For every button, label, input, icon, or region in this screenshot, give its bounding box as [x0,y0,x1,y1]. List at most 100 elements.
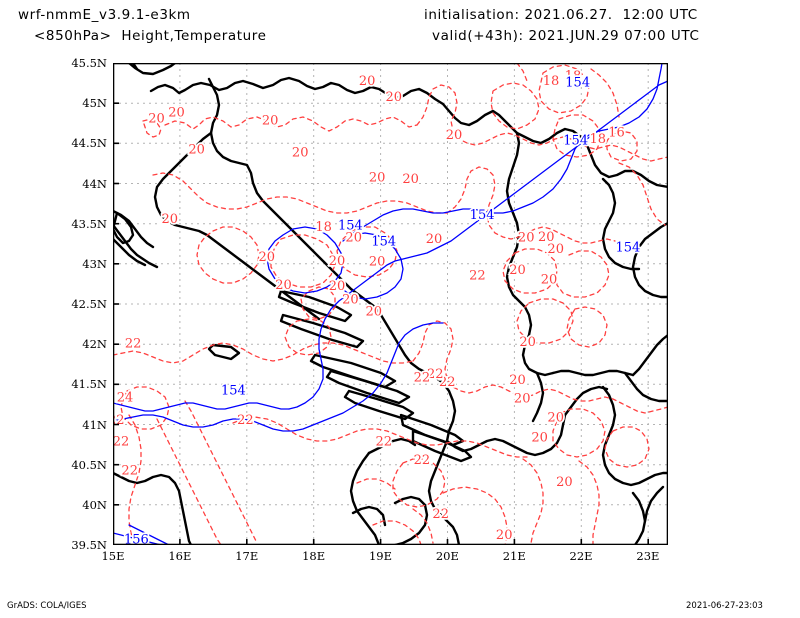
contour-label-halo: 154 [563,133,588,148]
contour-label: 22 [125,337,142,352]
axis-ticks [113,102,650,545]
initialisation-label: initialisation: 2021.06.27. 12:00 UTC [424,7,698,23]
y-tick-label: 40.5N [71,457,107,472]
x-tick-label: 20E [435,549,459,563]
contour-label: 20 [519,335,536,350]
contour-label: 20 [369,255,386,270]
contour-label-halo: 18 [543,74,560,89]
contour-label: 20 [168,105,185,120]
contour-label-halo: 22 [125,337,142,352]
x-tick-label: 19E [368,549,392,563]
contour-label-halo: 20 [329,279,346,294]
contour-label-halo: 24 [117,391,134,406]
y-tick-label: 40N [82,497,107,512]
contour-label: 20 [342,293,359,308]
y-tick-label: 41.5N [71,377,107,392]
contour-label: 20 [402,172,419,187]
contour-label-halo: 22 [414,370,431,385]
contour-label-halo: 20 [531,431,548,446]
contour-label-halo: 20 [148,112,165,127]
contour-label: 22 [376,435,393,450]
contour-label: 22 [113,435,129,450]
contour-label: 20 [369,170,386,185]
contour-label: 20 [426,232,443,247]
model-name-label: wrf-nmmE_v3.9.1-e3km [18,7,191,23]
x-tick-label: 16E [168,549,192,563]
x-tick-label: 21E [502,549,526,563]
contour-label-halo: 20 [262,113,279,128]
contour-label: 20 [329,254,346,269]
contour-label-halo: 20 [547,411,564,426]
contour-label: 18 [565,69,582,84]
y-tick-label: 44N [82,176,107,191]
contour-label: 22 [432,507,449,522]
contour-label: 20 [359,74,376,89]
contour-label: 20 [386,90,403,105]
contour-label: 20 [496,528,513,543]
contour-label: 20 [509,263,526,278]
contour-label: 22 [237,413,254,428]
contour-label-halo: 154 [338,219,363,234]
contour-label: 154 [565,76,590,91]
contour-label-halo: 20 [345,231,362,246]
contour-label: 20 [509,373,526,388]
contour-label-halo: 20 [369,255,386,270]
contour-label: 16 [608,125,625,140]
contour-label: 22 [469,268,486,283]
contour-label-halo: 20 [509,373,526,388]
contour-label: 20 [366,305,383,320]
contour-label-halo: 18 [565,69,582,84]
height-contours [113,63,668,545]
x-tick-label: 17E [235,549,259,563]
contour-label-halo: 20 [386,90,403,105]
contour-label-halo: 20 [538,230,555,245]
contour-label-halo: 18 [590,132,607,147]
grads-credit-label: GrADS: COLA/IGES [7,601,87,611]
x-tick-label: 18E [302,549,326,563]
contour-label-halo: 20 [342,293,359,308]
contour-label: 20 [541,272,558,287]
contour-label: 20 [162,212,179,227]
contour-label-halo: 20 [259,250,276,265]
contour-label: 20 [547,411,564,426]
contour-label-halo: 156 [124,533,149,545]
contour-label: 20 [275,278,292,293]
y-tick-label: 43N [82,256,107,271]
contour-label-halo: 22 [469,268,486,283]
contour-label-halo: 154 [615,240,640,255]
contour-label-halo: 22 [113,435,129,450]
contour-label-halo: 22 [439,375,456,390]
contour-label: 20 [538,230,555,245]
contour-label: 154 [615,240,640,255]
contour-label-halo: 154 [470,208,495,223]
contour-label-halo: 20 [547,242,564,257]
x-tick-label: 22E [569,549,593,563]
contour-label-halo: 22 [427,367,444,382]
y-tick-label: 42.5N [71,297,107,311]
contour-label-halo: 16 [608,125,625,140]
contour-label-halo: 20 [188,142,205,157]
contour-label: 154 [371,235,396,250]
contour-label-halo: 20 [168,105,185,120]
contour-label: 20 [148,112,165,127]
contour-label: 154 [563,133,588,148]
contour-label: 154 [470,208,495,223]
contour-label-halo: 22 [376,435,393,450]
contour-label: 18 [315,220,332,235]
contour-label-halo: 20 [514,391,531,406]
contour-label-halo: 22 [414,453,431,468]
contour-label: 22 [439,375,456,390]
y-tick-label: 45N [82,96,107,111]
valid-time-label: valid(+43h): 2021.JUN.29 07:00 UTC [432,28,700,44]
y-tick-label: 43.5N [71,216,107,231]
contour-label: 20 [329,279,346,294]
contour-label-halo: 20 [518,231,535,246]
x-tick-label: 23E [636,549,660,563]
contour-label: 20 [292,146,309,161]
contour-label: 20 [531,431,548,446]
x-tick-label: 15E [101,549,125,563]
contour-label: 20 [259,250,276,265]
contour-label: 20 [556,475,573,490]
contour-label-halo: 20 [426,232,443,247]
